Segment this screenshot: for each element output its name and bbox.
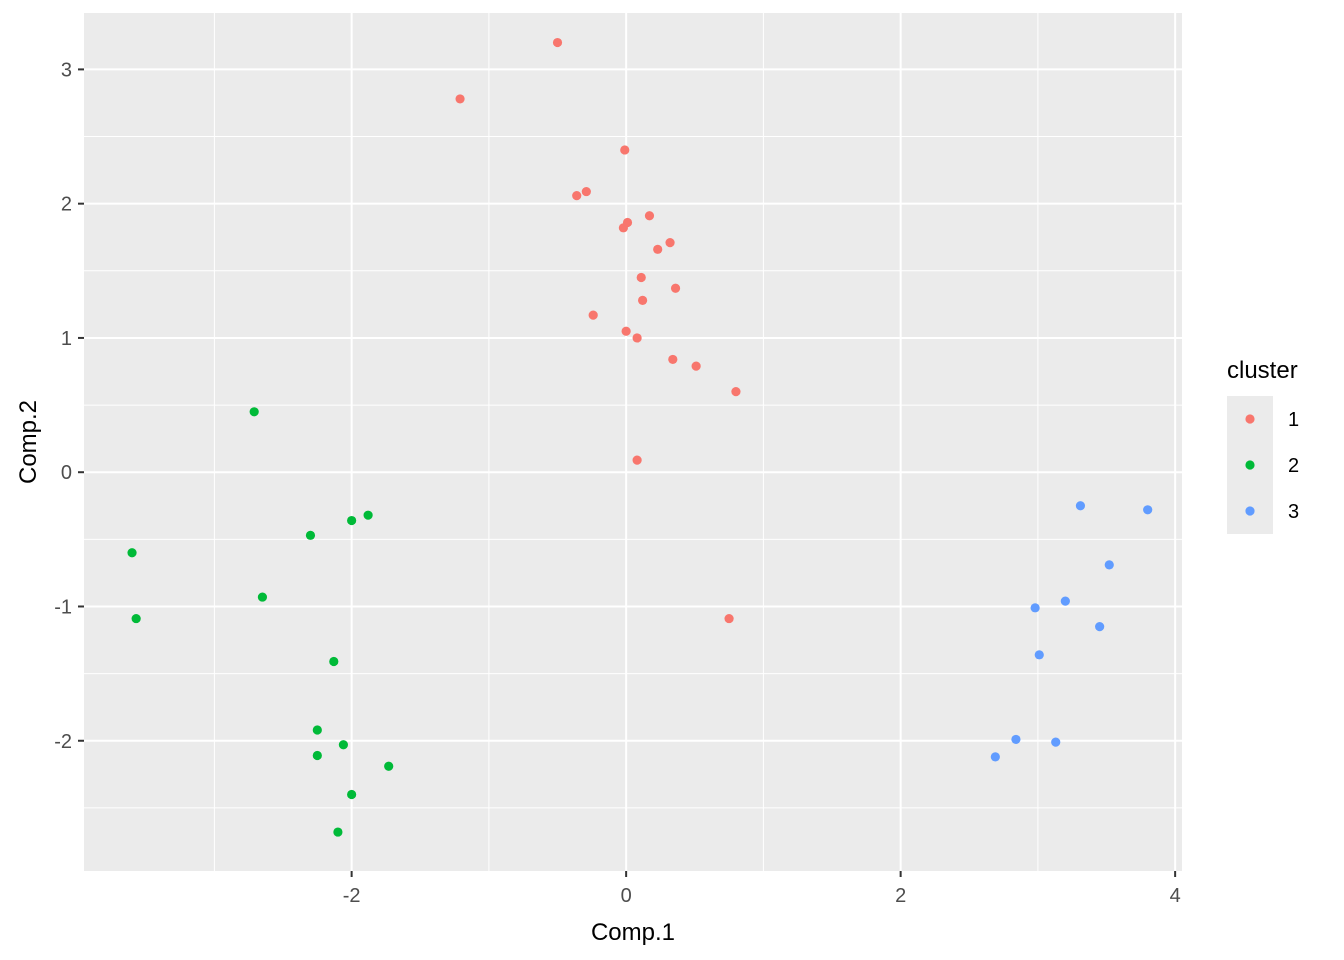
legend-title: cluster [1227,357,1298,384]
x-tick-label: 4 [1170,885,1181,907]
data-point-cluster-1 [552,37,563,48]
data-points [127,37,1153,837]
data-point-cluster-2 [305,530,316,540]
data-point-cluster-2 [312,750,322,761]
legend-key-cluster-1 [1245,414,1255,424]
data-point-cluster-1 [581,186,591,197]
data-point-cluster-2 [347,789,357,800]
data-point-cluster-2 [363,510,373,520]
y-tick-label: 1 [61,328,72,350]
data-point-cluster-1 [455,94,465,104]
plot-background [84,13,1182,871]
data-point-cluster-1 [632,333,642,343]
x-axis-ticks: -2 0 2 4 [343,871,1181,907]
x-tick-label: 0 [621,885,632,907]
data-point-cluster-3 [1104,560,1114,570]
legend: cluster 1 2 3 [1227,357,1299,534]
legend-key-cluster-2 [1245,460,1255,470]
data-point-cluster-1 [632,455,642,465]
x-tick-label: -2 [343,885,361,907]
legend-key-cluster-3 [1245,506,1255,516]
legend-label-cluster-1: 1 [1288,409,1299,431]
data-point-cluster-2 [312,725,322,735]
data-point-cluster-3 [1143,505,1153,515]
data-point-cluster-1 [731,387,741,397]
data-point-cluster-3 [1095,622,1105,632]
y-tick-label: 3 [61,59,72,81]
y-tick-label: -2 [54,731,72,753]
data-point-cluster-1 [653,244,663,254]
y-tick-label: 2 [61,194,72,216]
data-point-cluster-3 [1034,650,1044,660]
data-point-cluster-3 [1051,737,1061,747]
data-point-cluster-2 [131,613,141,624]
data-point-cluster-1 [588,310,598,320]
data-point-cluster-3 [1075,501,1086,511]
data-point-cluster-1 [572,191,582,201]
data-point-cluster-1 [724,613,734,624]
data-point-cluster-1 [691,361,701,371]
grid-lines [84,13,1182,871]
data-point-cluster-1 [621,326,631,336]
data-point-cluster-1 [644,211,655,221]
data-point-cluster-3 [1060,596,1070,606]
data-point-cluster-3 [990,752,1000,762]
data-point-cluster-1 [665,238,675,248]
legend-label-cluster-2: 2 [1288,455,1299,477]
data-point-cluster-2 [333,827,343,837]
y-tick-label: 0 [61,462,72,484]
data-point-cluster-2 [257,592,268,602]
data-point-cluster-1 [670,283,681,293]
legend-label-cluster-3: 3 [1288,501,1299,523]
data-point-cluster-2 [249,407,259,417]
data-point-cluster-1 [636,272,646,283]
x-tick-label: 2 [895,885,906,907]
data-point-cluster-2 [127,548,137,558]
data-point-cluster-2 [329,656,339,667]
data-point-cluster-2 [347,515,357,526]
data-point-cluster-2 [338,740,349,750]
data-point-cluster-1 [618,223,628,233]
data-point-cluster-2 [384,761,394,771]
y-axis-ticks: -2 -1 0 1 2 3 [54,59,84,753]
data-point-cluster-1 [638,295,648,305]
y-axis-title: Comp.2 [15,400,42,484]
data-point-cluster-1 [668,354,678,365]
y-tick-label: -1 [54,596,72,618]
data-point-cluster-3 [1030,603,1040,613]
x-axis-title: Comp.1 [591,919,675,946]
data-point-cluster-3 [1011,734,1021,745]
data-point-cluster-1 [620,145,630,155]
